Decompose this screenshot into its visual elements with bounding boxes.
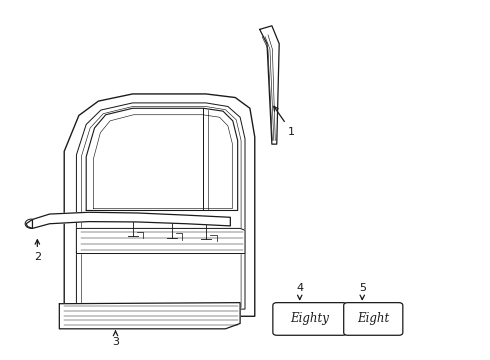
Polygon shape bbox=[260, 26, 279, 144]
Polygon shape bbox=[59, 303, 240, 329]
FancyBboxPatch shape bbox=[273, 303, 346, 335]
Polygon shape bbox=[64, 94, 255, 316]
Polygon shape bbox=[94, 115, 232, 209]
Text: 5: 5 bbox=[359, 283, 366, 300]
FancyBboxPatch shape bbox=[343, 303, 403, 335]
Text: 2: 2 bbox=[34, 240, 41, 262]
Polygon shape bbox=[81, 107, 241, 307]
Polygon shape bbox=[76, 228, 245, 253]
Text: 3: 3 bbox=[112, 331, 119, 347]
Text: 4: 4 bbox=[296, 283, 303, 300]
Text: Eighty: Eighty bbox=[290, 312, 329, 325]
Text: Eight: Eight bbox=[357, 312, 390, 325]
Polygon shape bbox=[32, 212, 230, 228]
Polygon shape bbox=[76, 103, 245, 309]
Text: 1: 1 bbox=[274, 106, 295, 136]
Polygon shape bbox=[86, 108, 238, 211]
